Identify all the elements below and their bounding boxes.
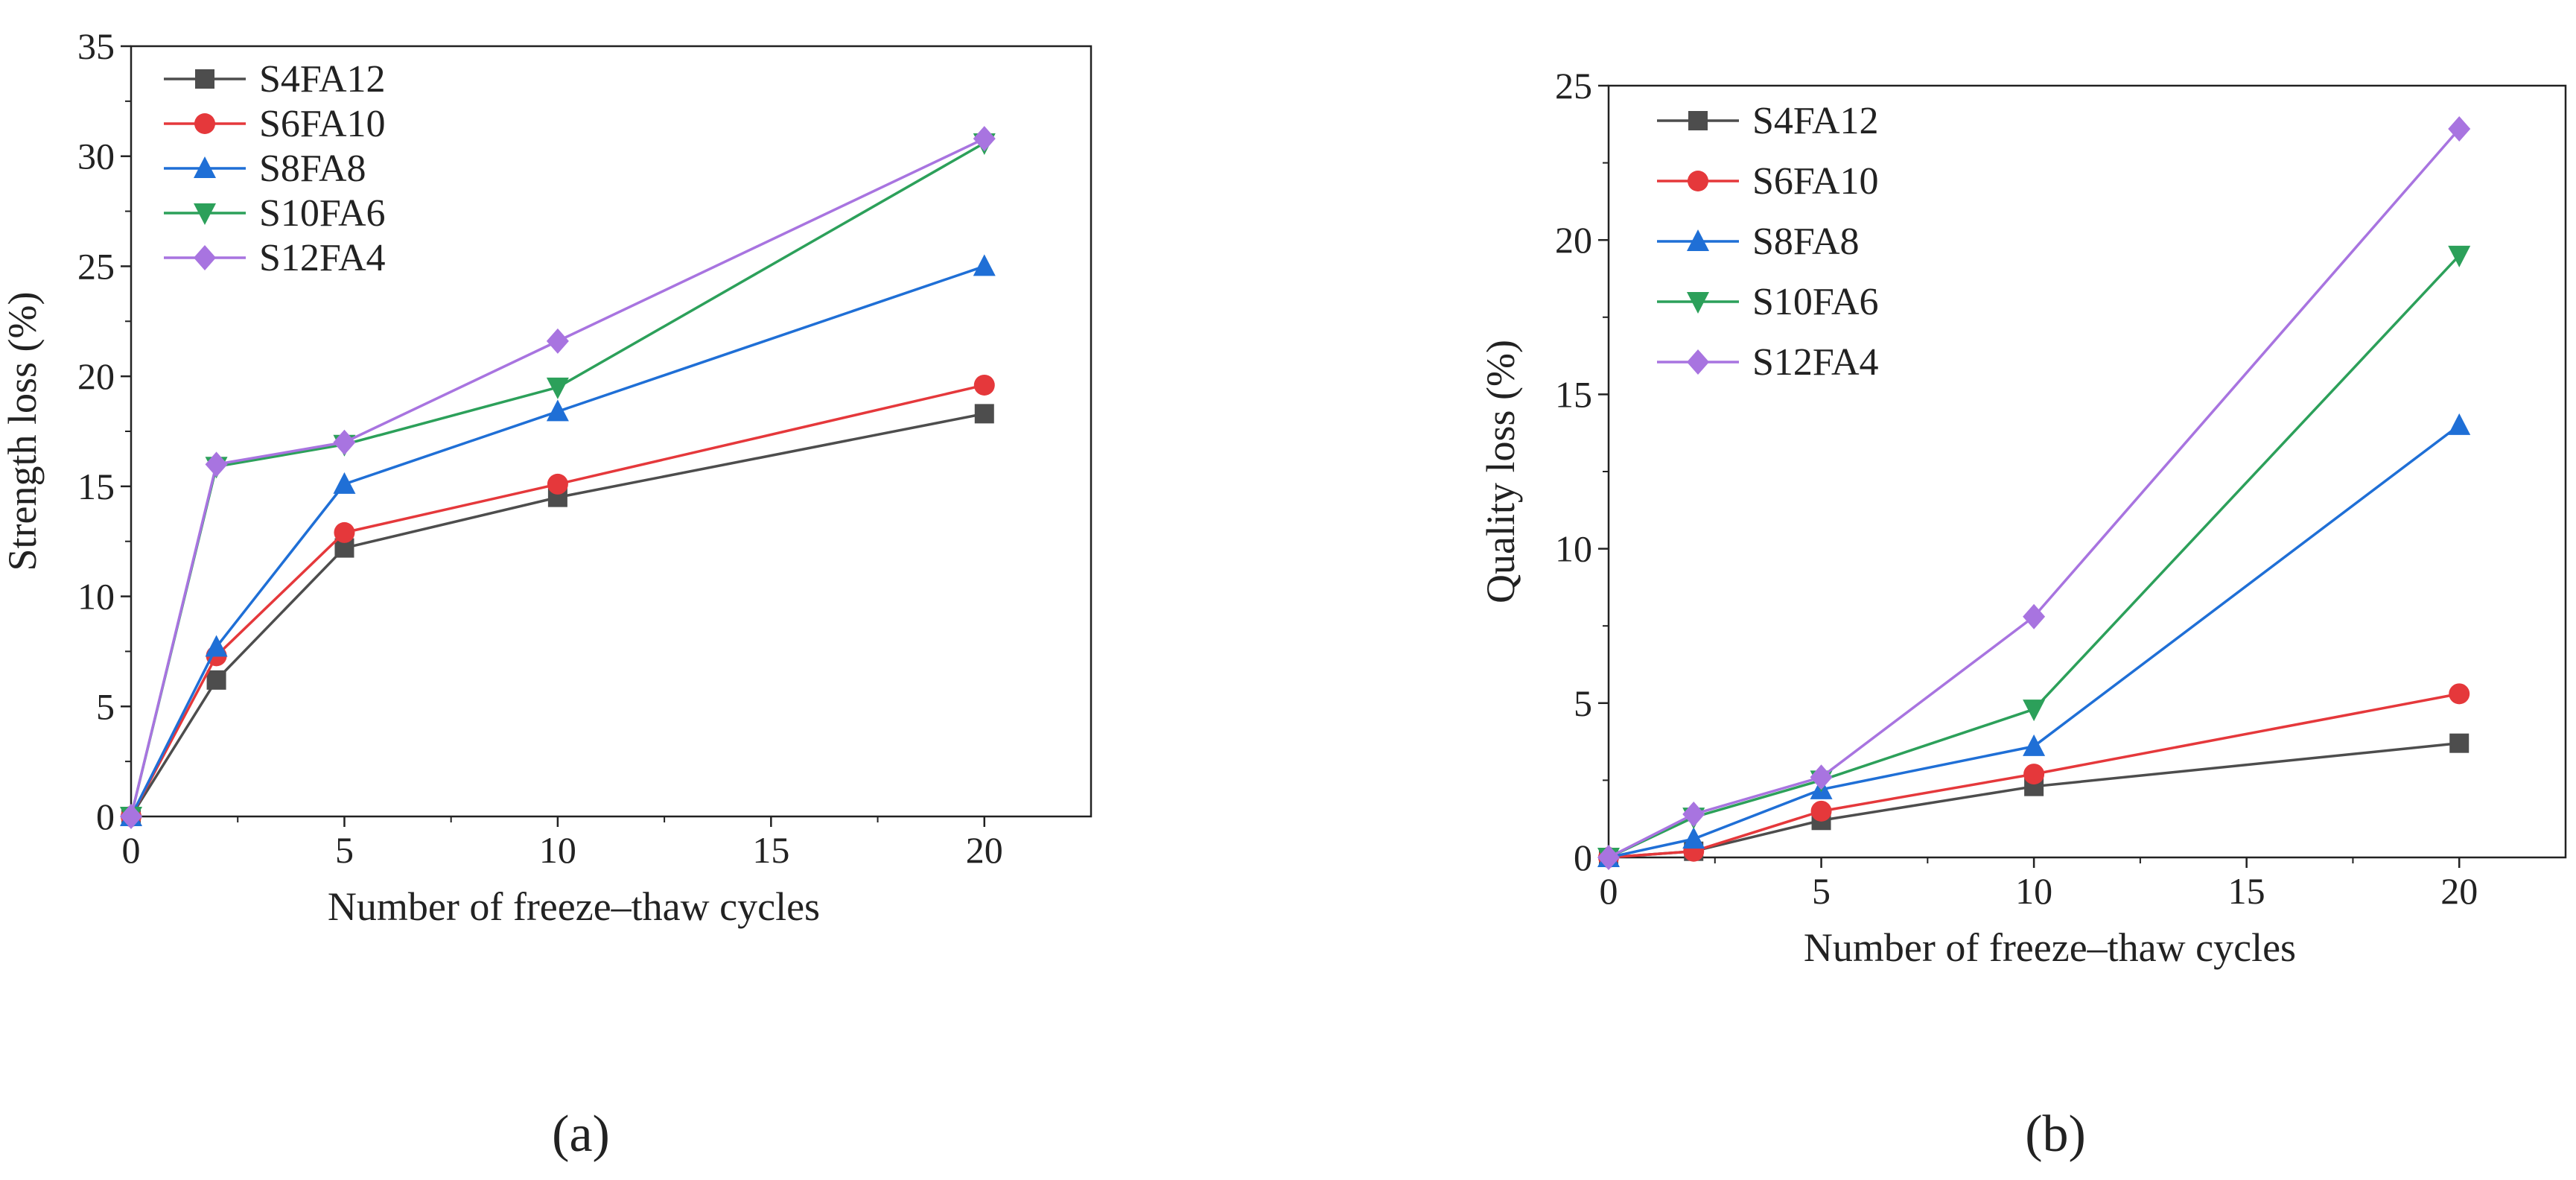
legend-label: S10FA6 bbox=[259, 192, 386, 235]
y-tick-label: 0 bbox=[1574, 837, 1592, 878]
y-axis-label: Strength loss (%) bbox=[0, 292, 45, 571]
y-tick-label: 20 bbox=[77, 355, 115, 397]
legend-marker bbox=[1687, 349, 1709, 375]
y-tick-label: 5 bbox=[96, 685, 115, 727]
legend-label: S12FA4 bbox=[259, 237, 386, 279]
y-tick-label: 25 bbox=[77, 245, 115, 287]
y-tick-label: 35 bbox=[77, 25, 115, 67]
legend-label: S8FA8 bbox=[259, 148, 366, 190]
legend-marker bbox=[194, 113, 215, 134]
data-point bbox=[333, 472, 356, 494]
x-tick-label: 10 bbox=[539, 829, 576, 871]
y-tick-label: 15 bbox=[1555, 373, 1592, 415]
data-point bbox=[1597, 845, 1620, 870]
x-tick-label: 0 bbox=[1600, 870, 1618, 912]
legend-label: S8FA8 bbox=[1752, 221, 1860, 263]
data-point bbox=[205, 635, 228, 657]
series-line bbox=[130, 384, 985, 817]
legend-marker bbox=[1687, 229, 1709, 251]
legend-marker bbox=[1687, 292, 1709, 314]
chart-panel-b: 0 5 10 15 20 0 5 10 15 20 25 Number of freeze–thaw … bbox=[1478, 65, 2567, 1163]
data-point bbox=[334, 521, 355, 543]
x-tick-label: 5 bbox=[1812, 870, 1831, 912]
data-point bbox=[2023, 764, 2045, 785]
data-point bbox=[973, 254, 996, 276]
legend-label: S4FA12 bbox=[259, 58, 386, 101]
data-point bbox=[205, 451, 228, 478]
y-tick-label: 0 bbox=[96, 796, 115, 837]
data-point bbox=[1810, 800, 1832, 822]
y-tick-label: 30 bbox=[77, 136, 115, 177]
data-point bbox=[120, 804, 142, 829]
legend-marker bbox=[195, 69, 214, 89]
x-tick-label: 5 bbox=[335, 829, 354, 871]
x-tick-label: 0 bbox=[122, 829, 141, 871]
legend-marker bbox=[1688, 111, 1708, 130]
chart-panel-a: 0 5 10 15 20 0 5 10 15 20 25 30 35 Number of freeze–t… bbox=[0, 25, 1093, 1163]
data-point bbox=[973, 126, 996, 152]
legend-label: S4FA12 bbox=[1752, 100, 1879, 142]
y-tick-label: 10 bbox=[1555, 528, 1592, 570]
data-point bbox=[1810, 764, 1833, 790]
y-tick-label: 10 bbox=[77, 576, 115, 618]
data-point bbox=[546, 377, 569, 399]
data-point bbox=[546, 328, 569, 354]
y-tick-label: 20 bbox=[1555, 219, 1592, 261]
panel-label: (b) bbox=[2025, 1106, 2086, 1163]
data-point bbox=[1682, 827, 1705, 849]
panel-label: (a) bbox=[552, 1106, 610, 1163]
x-tick-label: 20 bbox=[2440, 870, 2478, 912]
legend-marker bbox=[1688, 171, 1708, 191]
data-point bbox=[973, 374, 995, 396]
x-tick-label: 15 bbox=[2228, 870, 2265, 912]
series-line bbox=[1608, 741, 2460, 859]
data-point bbox=[1682, 801, 1705, 827]
y-tick-label: 15 bbox=[77, 466, 115, 507]
y-tick-label: 25 bbox=[1555, 65, 1592, 107]
legend-label: S6FA10 bbox=[1752, 160, 1879, 203]
legend-label: S12FA4 bbox=[1752, 341, 1879, 384]
data-point bbox=[2448, 116, 2471, 142]
data-point bbox=[547, 473, 568, 495]
x-tick-label: 15 bbox=[752, 829, 789, 871]
x-tick-label: 10 bbox=[2015, 870, 2052, 912]
legend-marker bbox=[194, 156, 216, 178]
legend-label: S6FA10 bbox=[259, 103, 386, 145]
legend-label: S10FA6 bbox=[1752, 281, 1879, 323]
legend-marker bbox=[194, 245, 216, 270]
data-point bbox=[2449, 733, 2470, 753]
y-axis-label: Quality loss (%) bbox=[1478, 340, 1523, 603]
data-point bbox=[2448, 413, 2471, 435]
x-axis-label: Number of freeze–thaw cycles bbox=[328, 884, 820, 929]
data-point bbox=[206, 670, 226, 690]
data-point bbox=[2023, 700, 2046, 722]
y-tick-label: 5 bbox=[1574, 682, 1592, 724]
x-tick-label: 20 bbox=[966, 829, 1003, 871]
data-point bbox=[546, 399, 569, 422]
x-axis-label: Number of freeze–thaw cycles bbox=[1804, 925, 2296, 970]
data-point bbox=[333, 429, 356, 455]
data-point bbox=[2449, 683, 2470, 705]
data-point bbox=[2448, 245, 2471, 267]
data-point bbox=[2023, 603, 2046, 629]
legend-marker bbox=[194, 203, 216, 225]
data-point bbox=[974, 404, 994, 424]
data-point bbox=[2023, 734, 2046, 756]
